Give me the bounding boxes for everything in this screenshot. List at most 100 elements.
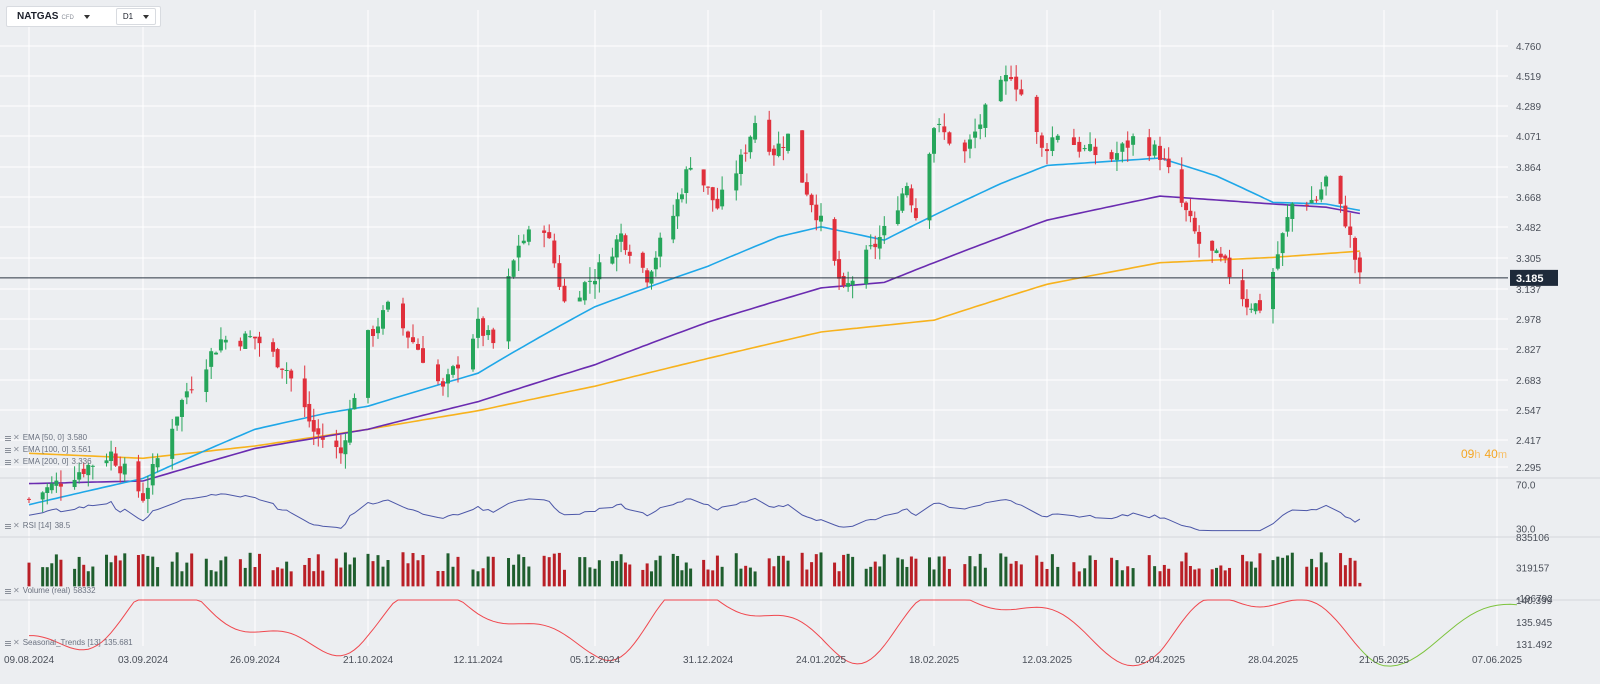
candle-body bbox=[846, 283, 851, 287]
candle-body bbox=[386, 301, 390, 310]
close-icon[interactable]: ✕ bbox=[13, 637, 20, 647]
seasonal-tick-label: 131.492 bbox=[1516, 640, 1553, 651]
volume-bar bbox=[238, 559, 242, 587]
volume-bar bbox=[1324, 562, 1328, 587]
close-icon[interactable]: ✕ bbox=[13, 520, 20, 530]
volume-bar bbox=[421, 555, 425, 587]
candle-body bbox=[1077, 141, 1082, 152]
candle-body bbox=[253, 336, 257, 339]
volume-bar bbox=[1210, 569, 1214, 587]
candle-body bbox=[81, 468, 86, 474]
candle-body bbox=[547, 232, 552, 239]
volume-bar bbox=[706, 569, 710, 587]
volume-bar bbox=[1339, 553, 1343, 587]
candle-body bbox=[679, 194, 684, 200]
interval-selector[interactable]: D1 bbox=[115, 8, 156, 25]
candle-body bbox=[122, 463, 127, 475]
candle-body bbox=[597, 262, 602, 280]
volume-bar bbox=[1147, 555, 1151, 587]
indicator-label-rsi[interactable]: ✕ RSI [14] 38.5 bbox=[5, 520, 70, 531]
volume-bar bbox=[491, 556, 495, 587]
volume-bar bbox=[1258, 553, 1262, 587]
close-icon[interactable]: ✕ bbox=[13, 432, 20, 442]
volume-bar bbox=[307, 558, 311, 587]
volume-bar bbox=[720, 566, 724, 587]
candle-body bbox=[947, 132, 952, 144]
volume-bar bbox=[1167, 568, 1171, 587]
menu-icon[interactable] bbox=[5, 459, 11, 465]
volume-bar bbox=[371, 561, 375, 587]
indicator-name: EMA [200, 0] bbox=[22, 457, 69, 466]
volume-bar bbox=[810, 562, 814, 587]
volume-bar bbox=[583, 557, 587, 587]
candle-body bbox=[302, 378, 307, 408]
candle-body bbox=[1093, 146, 1098, 156]
candle-body bbox=[973, 131, 978, 138]
x-tick-label: 26.09.2024 bbox=[230, 655, 280, 666]
indicator-label-ema200[interactable]: ✕ EMA [200, 0] 3.336 bbox=[5, 456, 92, 467]
menu-icon[interactable] bbox=[5, 588, 11, 594]
volume-bar bbox=[41, 567, 45, 587]
volume-bar bbox=[654, 560, 658, 587]
candle-body bbox=[441, 381, 445, 387]
close-icon[interactable]: ✕ bbox=[13, 456, 20, 466]
volume-bar bbox=[1162, 564, 1166, 587]
indicator-label-ema50[interactable]: ✕ EMA [50, 0] 3.580 bbox=[5, 432, 87, 443]
volume-bar bbox=[628, 564, 632, 587]
candle-body bbox=[406, 331, 410, 338]
candle-body bbox=[58, 483, 63, 487]
candle-body bbox=[767, 119, 772, 152]
menu-icon[interactable] bbox=[5, 435, 11, 441]
indicator-label-ema100[interactable]: ✕ EMA [100, 0] 3.561 bbox=[5, 444, 92, 455]
volume-bar bbox=[671, 553, 675, 587]
candle-body bbox=[819, 215, 823, 222]
volume-bar bbox=[276, 567, 280, 587]
volume-bar bbox=[156, 567, 160, 587]
indicator-label-seasonal[interactable]: ✕ Seasonal_Trends [13] 135.681 bbox=[5, 637, 133, 648]
candle-body bbox=[243, 333, 248, 349]
volume-tick-label: 319157 bbox=[1516, 564, 1550, 575]
candle-body bbox=[786, 133, 791, 151]
price-tick-label: 3.482 bbox=[1516, 223, 1541, 234]
candle-body bbox=[1271, 271, 1275, 310]
candle-body bbox=[1034, 96, 1039, 133]
candle-body bbox=[238, 340, 243, 347]
indicator-label-volume[interactable]: ✕ Volume (real) 58332 bbox=[5, 585, 96, 596]
candle-body bbox=[738, 154, 743, 174]
menu-icon[interactable] bbox=[5, 447, 11, 453]
candle-body bbox=[800, 130, 805, 183]
candle-body bbox=[1147, 137, 1152, 157]
candle-body bbox=[587, 280, 592, 282]
price-tick-label: 2.417 bbox=[1516, 436, 1541, 447]
indicator-value: 38.5 bbox=[54, 521, 71, 530]
candle-body bbox=[86, 464, 91, 476]
volume-bar bbox=[303, 564, 307, 587]
menu-icon[interactable] bbox=[5, 523, 11, 529]
volume-bar bbox=[623, 562, 627, 587]
volume-bar bbox=[878, 566, 882, 587]
volume-bar bbox=[146, 555, 150, 587]
chevron-down-icon bbox=[142, 14, 149, 19]
volume-bar bbox=[381, 566, 385, 587]
volume-bar bbox=[1184, 552, 1188, 587]
symbol-selector[interactable]: NATGAS CFD bbox=[7, 7, 98, 26]
volume-bar bbox=[819, 552, 823, 587]
price-tick-label: 3.305 bbox=[1516, 254, 1541, 265]
candle-body bbox=[1114, 153, 1119, 160]
menu-icon[interactable] bbox=[5, 640, 11, 646]
close-icon[interactable]: ✕ bbox=[13, 585, 20, 595]
volume-bar bbox=[1249, 561, 1253, 587]
volume-bar bbox=[837, 571, 841, 587]
volume-bar bbox=[1131, 568, 1135, 587]
price-tick-label: 4.071 bbox=[1516, 132, 1541, 143]
price-tick-label: 4.519 bbox=[1516, 72, 1541, 83]
volume-bar bbox=[909, 556, 913, 587]
volume-bar bbox=[753, 571, 757, 587]
candle-body bbox=[491, 329, 496, 344]
volume-bar bbox=[54, 554, 58, 587]
seasonal-past-line bbox=[29, 599, 1361, 667]
close-icon[interactable]: ✕ bbox=[13, 444, 20, 454]
volume-bar bbox=[619, 554, 623, 587]
